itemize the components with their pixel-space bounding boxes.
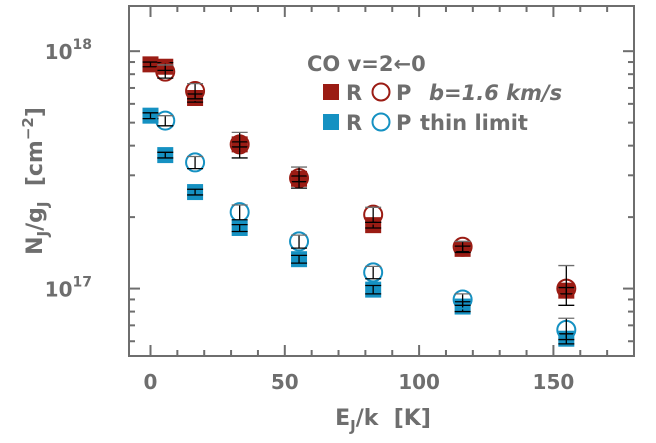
legend-thick-circle [371, 82, 391, 102]
y-tick-labels: 1017 1018 [45, 37, 92, 301]
x-tick-label: 150 [533, 370, 575, 394]
legend-thick-square [323, 84, 339, 100]
y-axis-title-g: /g [23, 207, 48, 231]
y-axis-title-sup: −2 [19, 117, 37, 140]
P_thick-marker [452, 236, 473, 257]
P_thick-marker [185, 80, 206, 101]
x-axis-title-sub: J [349, 417, 356, 435]
y-tick-label: 1018 [45, 37, 92, 64]
P_thin-marker [452, 289, 473, 310]
x-axis-title: EJ/k [K] [335, 406, 431, 435]
legend: CO v=2←0 R P b=1.6 km/s R P thin limit [307, 52, 562, 135]
legend-thin-square [323, 114, 339, 130]
P_thin-marker [289, 231, 310, 252]
P_thin-marker [229, 202, 250, 223]
x-tick-label: 100 [398, 370, 440, 394]
plot-frame [128, 5, 635, 357]
legend-thick-label: b=1.6 km/s [429, 81, 562, 105]
P_thin-marker [185, 152, 206, 173]
y-tick-label: 1017 [45, 275, 92, 302]
P_thin-marker [363, 262, 384, 283]
x-tick-label: 0 [144, 370, 158, 394]
legend-thick-p: P [396, 81, 411, 105]
x-axis-title-rest: /k [K] [356, 406, 431, 431]
legend-thin-label: thin limit [420, 111, 528, 135]
x-tick-labels: 0 50 100 150 [144, 370, 575, 394]
y-axis-title-sub1: J [34, 231, 52, 238]
legend-thin-r: R [346, 111, 362, 135]
P_thick-marker [155, 61, 176, 82]
axis-ticks [129, 6, 634, 356]
legend-thick-r: R [346, 81, 362, 105]
y-axis-title-sub2: J [34, 202, 52, 209]
x-axis-title-main: E [335, 406, 350, 431]
y-axis-title-n: N [23, 236, 48, 254]
legend-title: CO v=2←0 [307, 52, 426, 76]
y-axis-title: NJ/gJ [cm−2] [19, 107, 52, 255]
legend-thin-p: P [396, 111, 411, 135]
data-marks [142, 56, 577, 347]
y-axis-title-unit: [cm [23, 140, 48, 201]
x-tick-label: 50 [271, 370, 299, 394]
legend-thin-circle [371, 112, 391, 132]
P_thick-marker [363, 204, 384, 225]
y-axis-title-close: ] [23, 107, 48, 117]
P_thin-marker [155, 110, 176, 131]
